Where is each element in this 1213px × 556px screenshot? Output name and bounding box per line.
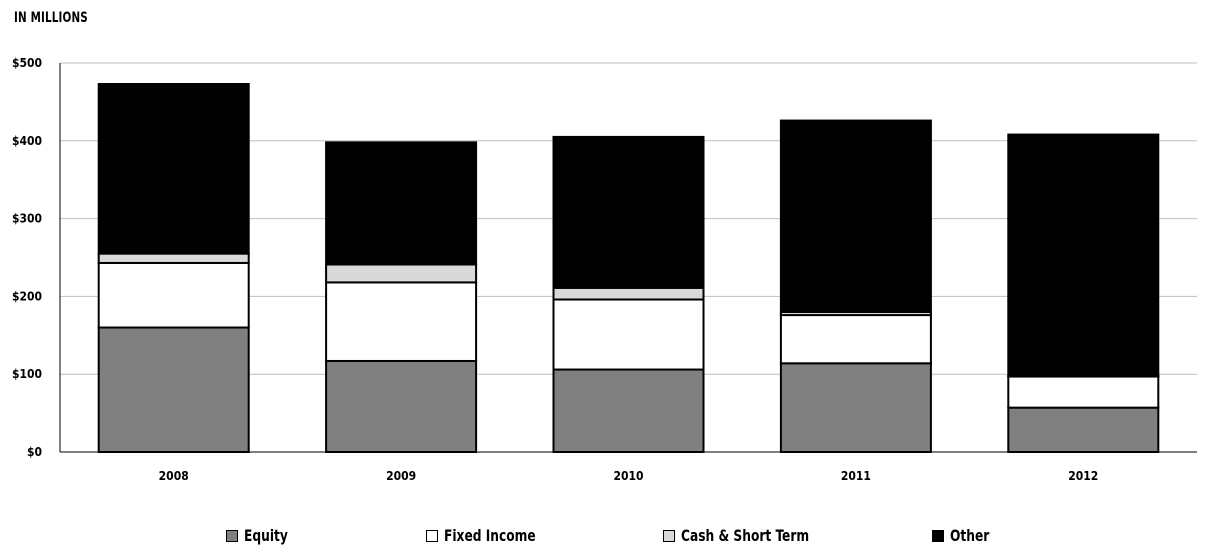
bar-segment-equity-2008	[97, 326, 250, 453]
legend-item-cash-short-term: Cash & Short Term	[663, 526, 832, 545]
legend-label-fixed-income: Fixed Income	[444, 526, 536, 545]
x-tick-label: 2009	[386, 469, 416, 483]
legend-swatch-other	[932, 529, 944, 542]
y-tick-label: $200	[12, 289, 42, 303]
bar-segment-cash-short-term-2010	[552, 286, 705, 301]
bar-segment-equity-2012	[1007, 406, 1160, 453]
x-tick-label: 2011	[841, 469, 871, 483]
legend-item-fixed-income: Fixed Income	[426, 526, 552, 545]
legend-swatch-equity	[226, 529, 238, 542]
legend-label-cash-short-term: Cash & Short Term	[681, 526, 810, 545]
legend: Equity Fixed Income Cash & Short Term Ot…	[0, 526, 1213, 548]
bar-segment-cash-short-term-2009	[325, 263, 478, 284]
bar-segment-equity-2011	[779, 362, 932, 454]
bar-segment-other-2009	[325, 141, 478, 266]
legend-label-other: Other	[950, 526, 990, 545]
bar-segment-other-2008	[97, 83, 250, 255]
x-tick-label: 2010	[613, 469, 643, 483]
y-tick-label: $0	[27, 445, 42, 459]
bar-segment-fixed-income-2008	[97, 261, 250, 329]
legend-item-other: Other	[932, 526, 996, 545]
bar-segment-fixed-income-2010	[552, 298, 705, 371]
y-tick-label: $500	[12, 56, 42, 70]
bar-segment-cash-short-term-2008	[97, 252, 250, 264]
legend-swatch-cash-short-term	[663, 529, 675, 542]
y-axis-unit-label: IN MILLIONS	[14, 10, 88, 26]
y-tick-label: $400	[12, 134, 42, 148]
legend-item-equity: Equity	[226, 526, 296, 545]
bar-segment-equity-2010	[552, 368, 705, 454]
bar-segment-other-2010	[552, 135, 705, 289]
bar-segment-fixed-income-2009	[325, 281, 478, 362]
x-tick-label: 2012	[1068, 469, 1098, 483]
bar-segment-other-2011	[779, 119, 932, 313]
y-tick-label: $300	[12, 212, 42, 226]
bar-segment-fixed-income-2011	[779, 314, 932, 365]
bar-segment-other-2012	[1007, 133, 1160, 377]
stacked-bar-chart: $0 $100 $200 $300 $400 $500 2008 2009 2010 2011 20…	[12, 56, 1197, 483]
legend-swatch-fixed-income	[426, 529, 438, 542]
x-tick-label: 2008	[159, 469, 189, 483]
bar-segment-fixed-income-2012	[1007, 375, 1160, 409]
legend-label-equity: Equity	[244, 526, 288, 545]
y-tick-label: $100	[12, 367, 42, 381]
bar-segment-equity-2009	[325, 359, 478, 453]
